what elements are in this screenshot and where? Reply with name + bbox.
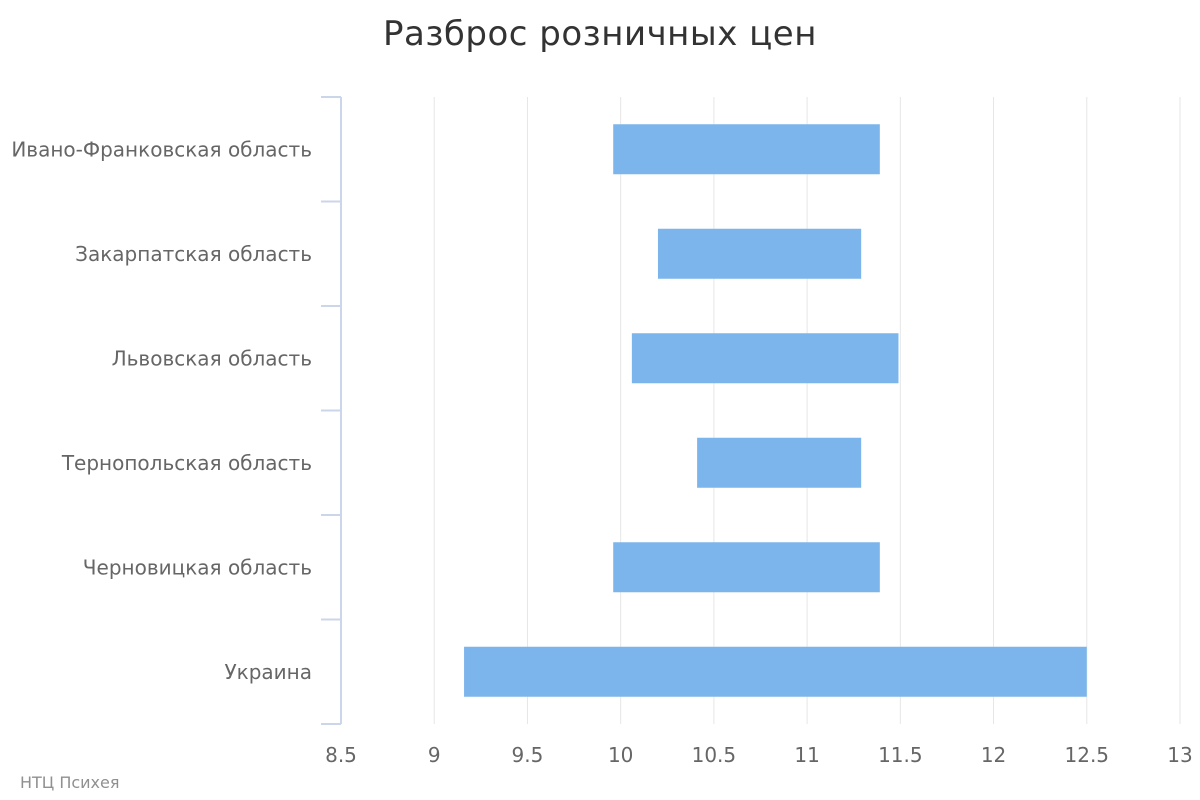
x-tick-label: 10 bbox=[608, 743, 633, 767]
category-label: Украина bbox=[224, 660, 312, 684]
x-tick-label: 9.5 bbox=[512, 743, 544, 767]
category-label: Черновицкая область bbox=[83, 555, 312, 579]
x-tick-label: 8.5 bbox=[325, 743, 357, 767]
gridlines bbox=[433, 97, 1181, 724]
x-tick-label: 9 bbox=[428, 743, 441, 767]
range-bar bbox=[697, 437, 862, 488]
range-bar bbox=[464, 646, 1087, 697]
category-label: Львовская область bbox=[112, 346, 312, 370]
x-tick-label: 11 bbox=[794, 743, 819, 767]
category-label: Тернопольская область bbox=[61, 451, 312, 475]
x-tick-label: 10.5 bbox=[692, 743, 737, 767]
credit-label: НТЦ Психея bbox=[20, 773, 120, 792]
x-tick-label: 12.5 bbox=[1065, 743, 1110, 767]
range-bar bbox=[613, 542, 880, 593]
category-label: Ивано-Франковская область bbox=[11, 137, 312, 161]
value-tick-labels: 8.5 9 9.5 10 10.5 11 11.5 12 12.5 13 bbox=[325, 743, 1193, 767]
range-bar bbox=[657, 228, 862, 279]
x-tick-label: 12 bbox=[981, 743, 1006, 767]
range-bars bbox=[464, 124, 1087, 697]
x-tick-label: 11.5 bbox=[878, 743, 923, 767]
range-bar bbox=[613, 124, 880, 175]
x-tick-label: 13 bbox=[1167, 743, 1192, 767]
chart-title: Разброс розничных цен bbox=[383, 14, 817, 54]
category-axis bbox=[321, 96, 342, 725]
category-labels: Ивано-Франковская область Закарпатская об… bbox=[11, 137, 312, 684]
category-label: Закарпатская область bbox=[75, 242, 312, 266]
range-bar bbox=[631, 333, 899, 384]
